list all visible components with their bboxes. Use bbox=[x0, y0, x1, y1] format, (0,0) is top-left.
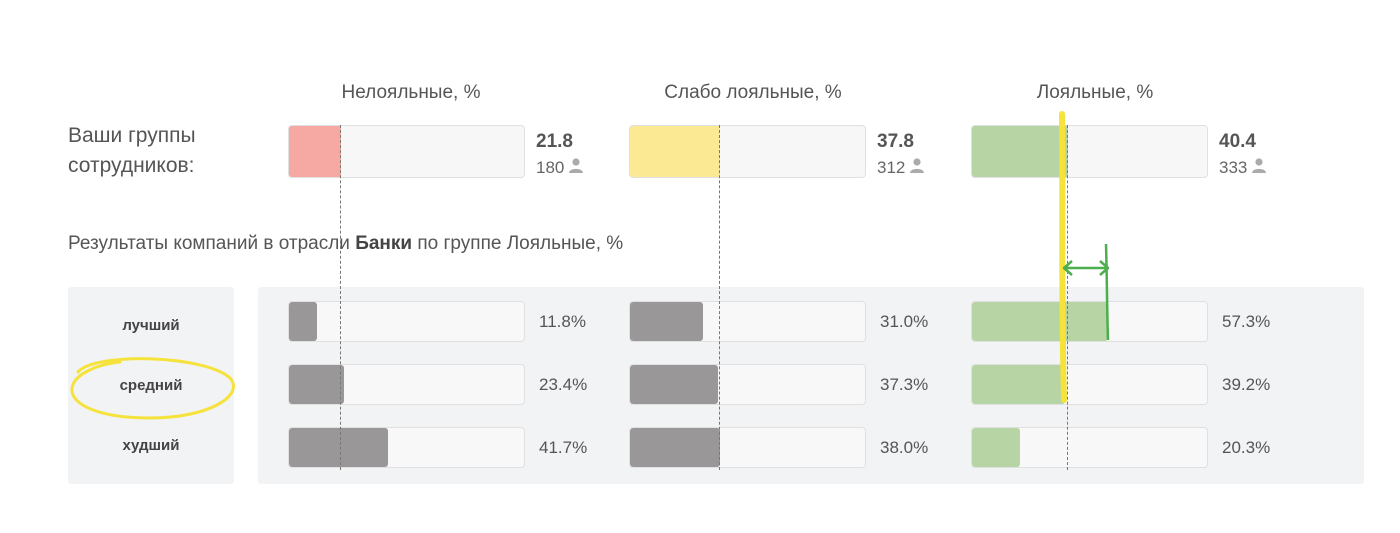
bench-value-average-weakly-loyal: 37.3% bbox=[880, 375, 929, 394]
bench-bar-fill-best-weakly-loyal bbox=[630, 302, 704, 341]
section-suffix: по группе Лояльные, % bbox=[412, 233, 624, 254]
bench-bar-track-worst-weakly-loyal bbox=[629, 427, 866, 468]
bench-bar-track-best-weakly-loyal bbox=[629, 301, 866, 342]
row-label-worst: худший bbox=[122, 437, 180, 454]
bench-bar-fill-best-disloyal bbox=[289, 302, 317, 341]
row-label-average: средний bbox=[119, 377, 183, 394]
bench-bar-fill-worst-weakly-loyal bbox=[630, 428, 721, 467]
your-bar-fill-disloyal bbox=[289, 126, 341, 177]
bench-bar-fill-best-loyal bbox=[972, 302, 1108, 341]
industry-results-title: Результаты компаний в отрасли Банки по г… bbox=[68, 233, 623, 255]
bench-value-worst-weakly-loyal: 38.0% bbox=[880, 438, 929, 457]
bench-bar-track-average-weakly-loyal bbox=[629, 364, 866, 405]
your-count-disloyal: 180 bbox=[536, 158, 584, 178]
bench-value-average-disloyal: 23.4% bbox=[539, 375, 588, 394]
your-bar-track-weakly-loyal bbox=[629, 125, 866, 178]
your-count-value-weakly-loyal: 312 bbox=[877, 158, 906, 177]
bench-bar-track-average-disloyal bbox=[288, 364, 525, 405]
industry-name: Банки bbox=[355, 233, 413, 254]
bench-value-best-loyal: 57.3% bbox=[1222, 312, 1271, 331]
column-header-loyal: Лояльные, % bbox=[1036, 82, 1154, 103]
person-icon bbox=[1252, 158, 1267, 178]
your-bar-fill-weakly-loyal bbox=[630, 126, 720, 177]
bench-bar-track-worst-disloyal bbox=[288, 427, 525, 468]
bench-bar-fill-average-weakly-loyal bbox=[630, 365, 719, 404]
bench-value-worst-loyal: 20.3% bbox=[1222, 438, 1271, 457]
bench-bar-fill-worst-loyal bbox=[972, 428, 1021, 467]
green-arrow-head-left bbox=[1062, 260, 1073, 276]
reference-line-loyal bbox=[1066, 125, 1068, 470]
your-count-weakly-loyal: 312 bbox=[877, 158, 925, 178]
reference-line-disloyal bbox=[339, 125, 341, 470]
your-count-value-loyal: 333 bbox=[1219, 158, 1248, 177]
row-label-best: лучший bbox=[122, 317, 180, 334]
your-value-weakly-loyal: 37.8 bbox=[877, 131, 914, 152]
person-icon bbox=[569, 158, 584, 178]
bench-bar-track-average-loyal bbox=[971, 364, 1208, 405]
your-value-loyal: 40.4 bbox=[1219, 131, 1256, 152]
your-bar-track-loyal bbox=[971, 125, 1208, 178]
bench-bar-fill-average-disloyal bbox=[289, 365, 345, 404]
bench-bar-track-worst-loyal bbox=[971, 427, 1208, 468]
your-bar-fill-loyal bbox=[972, 126, 1068, 177]
bench-bar-fill-worst-disloyal bbox=[289, 428, 388, 467]
reference-line-weakly-loyal bbox=[718, 125, 720, 470]
green-arrow-head-right bbox=[1099, 260, 1110, 276]
your-groups-label: Ваши группы сотрудников: bbox=[68, 124, 196, 177]
bench-bar-track-best-disloyal bbox=[288, 301, 525, 342]
your-count-value-disloyal: 180 bbox=[536, 158, 565, 177]
column-header-weakly-loyal: Слабо лояльные, % bbox=[664, 82, 842, 103]
your-bar-track-disloyal bbox=[288, 125, 525, 178]
bench-bar-fill-average-loyal bbox=[972, 365, 1065, 404]
column-header-disloyal: Нелояльные, % bbox=[341, 82, 481, 103]
your-value-disloyal: 21.8 bbox=[536, 131, 573, 152]
bench-value-best-weakly-loyal: 31.0% bbox=[880, 312, 929, 331]
bench-bar-track-best-loyal bbox=[971, 301, 1208, 342]
person-icon bbox=[910, 158, 925, 178]
bench-value-best-disloyal: 11.8% bbox=[539, 312, 586, 331]
section-prefix: Результаты компаний в отрасли bbox=[68, 233, 356, 254]
bench-value-worst-disloyal: 41.7% bbox=[539, 438, 588, 457]
bench-value-average-loyal: 39.2% bbox=[1222, 375, 1271, 394]
your-count-loyal: 333 bbox=[1219, 158, 1267, 178]
